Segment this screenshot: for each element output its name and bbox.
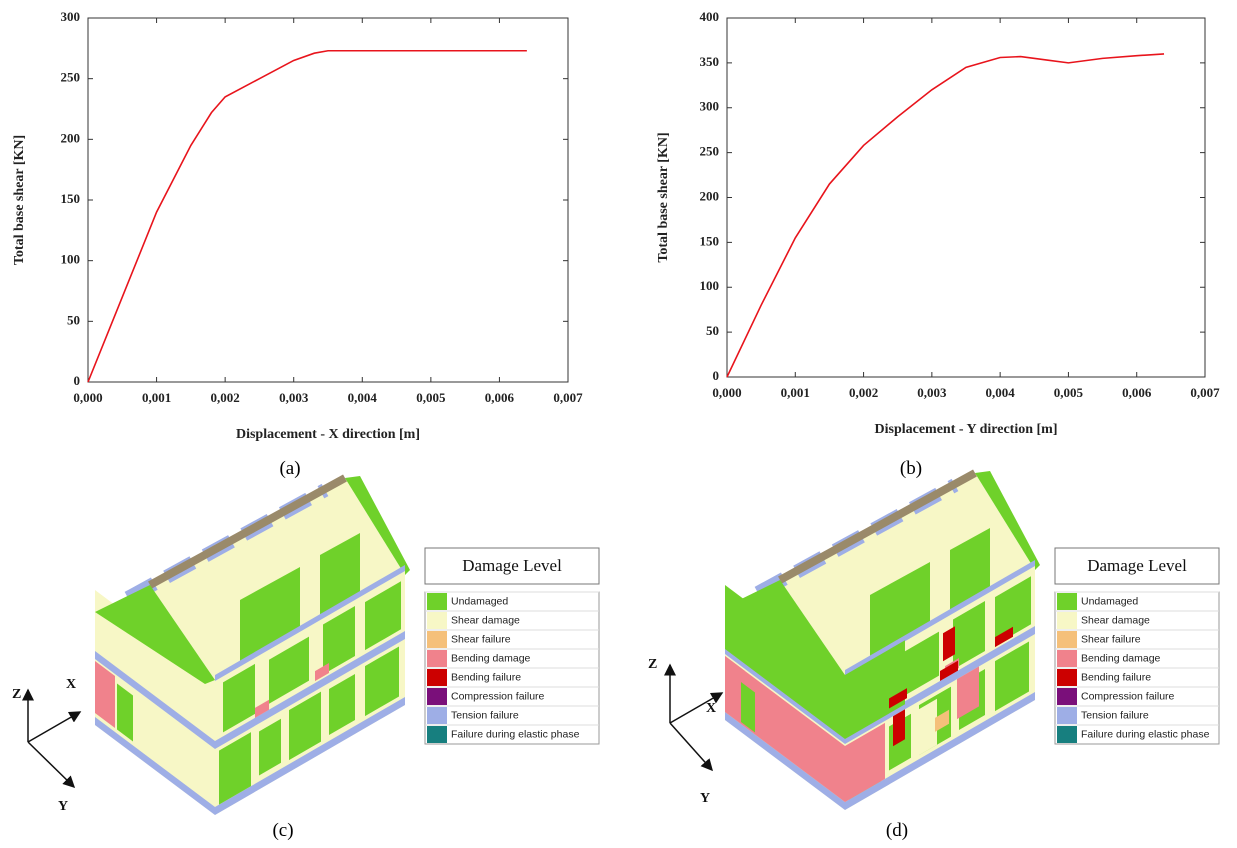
y-tick-label: 150 <box>700 233 720 248</box>
plot-frame <box>727 18 1205 377</box>
legend-label: Failure during elastic phase <box>1081 728 1210 740</box>
x-tick-label: 0,000 <box>712 385 741 400</box>
x-tick-label: 0,001 <box>781 385 810 400</box>
legend-swatch <box>427 707 447 724</box>
caption: (b) <box>900 458 922 479</box>
axis-label: Y <box>58 799 68 814</box>
x-tick-label: 0,004 <box>348 390 378 405</box>
legend-label: Shear failure <box>451 633 511 645</box>
x-axis-title: Displacement - X direction [m] <box>236 427 420 442</box>
x-tick-label: 0,002 <box>211 390 240 405</box>
legend-label: Failure during elastic phase <box>451 728 580 740</box>
building-model <box>95 476 410 815</box>
legend-swatch <box>1057 593 1077 610</box>
legend-label: Shear failure <box>1081 633 1141 645</box>
legend-swatch <box>427 650 447 667</box>
legend-swatch <box>427 593 447 610</box>
legend-label: Shear damage <box>1081 614 1150 626</box>
legend-label: Compression failure <box>451 690 545 702</box>
y-tick-label: 100 <box>61 252 81 267</box>
chart: 0 50 100 150 200 250 300 0,000 0,001 0,002 0,003 0,… <box>12 9 583 442</box>
y-tick-label: 100 <box>700 278 720 293</box>
y-tick-label: 250 <box>61 70 81 85</box>
data-line <box>88 51 527 382</box>
y-tick-label: 150 <box>61 191 81 206</box>
legend-swatch <box>1057 707 1077 724</box>
data-line <box>727 54 1164 377</box>
legend-swatch <box>1057 726 1077 743</box>
x-axis-title: Displacement - Y direction [m] <box>875 422 1058 437</box>
legend-label: Tension failure <box>1081 709 1149 721</box>
x-tick-label: 0,006 <box>485 390 515 405</box>
caption: (a) <box>279 458 300 479</box>
legend-swatch <box>427 612 447 629</box>
x-tick-label: 0,007 <box>553 390 583 405</box>
x-tick-label: 0,000 <box>73 390 102 405</box>
x-tick-label: 0,006 <box>1122 385 1152 400</box>
caption: (c) <box>272 820 293 841</box>
y-tick-label: 50 <box>706 323 719 338</box>
axis-triad: Z X Y <box>648 657 722 806</box>
y-tick-label: 0 <box>713 368 720 383</box>
x-tick-label: 0,004 <box>986 385 1016 400</box>
chart: 0 50 100 150 200 250 300 350 400 0,000 0,001 0,002 0… <box>656 9 1220 437</box>
y-tick-label: 200 <box>700 188 720 203</box>
x-tick-label: 0,005 <box>1054 385 1084 400</box>
y-axis-title: Total base shear [KN] <box>656 132 671 262</box>
y-tick-label: 0 <box>74 373 81 388</box>
y-tick-label: 200 <box>61 130 81 145</box>
legend-label: Bending failure <box>451 671 521 683</box>
x-tick-label: 0,002 <box>849 385 878 400</box>
x-tick-label: 0,005 <box>416 390 446 405</box>
legend-swatch <box>427 726 447 743</box>
figure: (a) (b) Z X Y (c) <box>0 0 1237 848</box>
legend-label: Bending damage <box>451 652 531 664</box>
y-tick-label: 400 <box>700 9 720 24</box>
legend-swatch <box>427 631 447 648</box>
legend-label: Compression failure <box>1081 690 1175 702</box>
axis-label: X <box>66 677 76 692</box>
y-tick-label: 250 <box>700 144 720 159</box>
legend-label: Tension failure <box>451 709 519 721</box>
legend: Damage Level Undamaged Shear damage Shear f… <box>1055 548 1219 744</box>
legend-swatch <box>1057 631 1077 648</box>
legend-label: Undamaged <box>451 595 508 607</box>
axis-label: Y <box>700 791 710 806</box>
y-tick-label: 300 <box>700 99 720 114</box>
plot-frame <box>88 18 568 382</box>
y-tick-label: 50 <box>67 312 80 327</box>
axis-triad: Z X Y <box>12 677 80 814</box>
axis-label: Z <box>12 687 21 702</box>
legend-swatch <box>1057 669 1077 686</box>
x-tick-label: 0,001 <box>142 390 171 405</box>
legend-swatch <box>427 669 447 686</box>
legend-title: Damage Level <box>1087 556 1187 575</box>
y-tick-label: 350 <box>700 54 720 69</box>
y-axis-title: Total base shear [KN] <box>12 135 27 265</box>
x-tick-label: 0,003 <box>279 390 309 405</box>
axis-label: Z <box>648 657 657 672</box>
legend-label: Undamaged <box>1081 595 1138 607</box>
axis-label: X <box>706 701 716 716</box>
legend-label: Bending damage <box>1081 652 1161 664</box>
legend: Damage Level Undamaged Shear damage Shear f… <box>425 548 599 744</box>
legend-swatch <box>1057 688 1077 705</box>
legend-label: Shear damage <box>451 614 520 626</box>
legend-title: Damage Level <box>462 556 562 575</box>
legend-swatch <box>427 688 447 705</box>
x-tick-label: 0,003 <box>917 385 947 400</box>
legend-swatch <box>1057 650 1077 667</box>
y-tick-label: 300 <box>61 9 81 24</box>
x-tick-label: 0,007 <box>1190 385 1220 400</box>
caption: (d) <box>886 820 908 841</box>
legend-label: Bending failure <box>1081 671 1151 683</box>
legend-swatch <box>1057 612 1077 629</box>
